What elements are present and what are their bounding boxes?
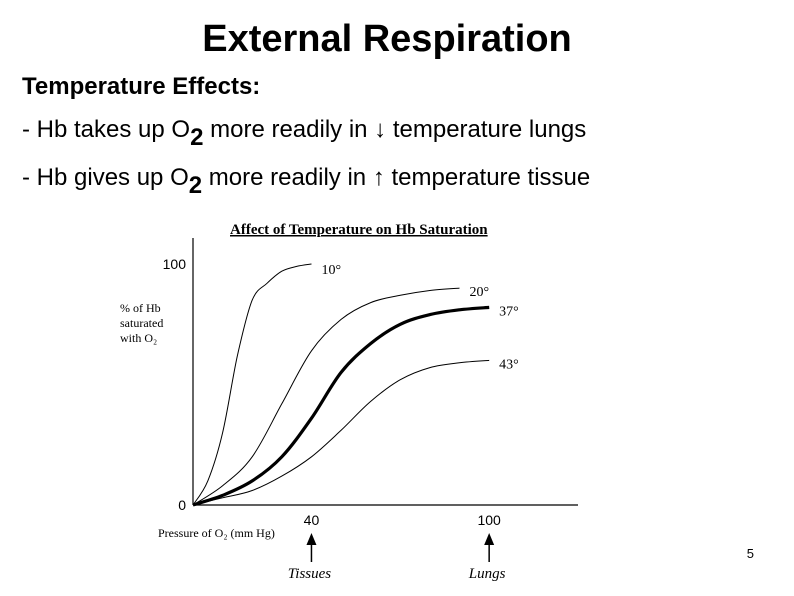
series-line-43deg	[192, 359, 490, 506]
bullet-1-text-post: more readily in ↓ temperature lungs	[203, 116, 587, 143]
x-axis-label: Pressure of O₂ (mm Hg)	[158, 526, 275, 540]
y-axis-label-line-1: % of Hb	[120, 301, 161, 315]
series-label-20deg: 20°	[470, 285, 490, 300]
y-tick-label-100: 100	[163, 256, 187, 272]
x-tick-label-100: 100	[477, 512, 501, 528]
bullet-2-text-post: more readily in ↑ temperature tissue	[202, 164, 591, 191]
series-line-20deg	[192, 287, 460, 506]
bullet-2: - Hb gives up O2 more readily in ↑ tempe…	[22, 164, 591, 199]
bullet-2-subscript: 2	[188, 172, 203, 199]
series-label-10deg: 10°	[321, 263, 341, 278]
series-label-43deg: 43°	[499, 357, 519, 372]
y-tick-label-0: 0	[178, 497, 186, 513]
y-axis-label-line-3: with O₂	[120, 331, 157, 345]
x-tick-annotation-tissues: Tissues	[288, 566, 332, 582]
x-tick-label-40: 40	[304, 512, 320, 528]
bullet-1-text-pre: - Hb takes up O	[22, 116, 191, 143]
bullet-1: - Hb takes up O2 more readily in ↓ tempe…	[22, 116, 587, 151]
slide-subtitle: Temperature Effects:	[22, 73, 261, 100]
plot-area: 0 100 40 Tissues 100 Lungs 10° 20° 37° 43°	[163, 256, 519, 582]
chart-title: Affect of Temperature on Hb Saturation	[230, 222, 488, 238]
series-label-37deg: 37°	[499, 304, 519, 319]
bullet-1-subscript: 2	[190, 124, 204, 151]
y-axis-label-line-2: saturated	[120, 316, 163, 330]
page-number: 5	[746, 546, 754, 561]
x-tick-annotation-lungs: Lungs	[468, 566, 506, 582]
x-tick-arrow-head-100	[484, 533, 495, 545]
slide-title: External Respiration	[202, 18, 572, 60]
x-tick-arrow-head-40	[306, 533, 317, 545]
bullet-2-text-pre: - Hb gives up O	[22, 164, 189, 191]
series-line-10deg	[192, 263, 312, 506]
series-line-37deg	[192, 305, 490, 507]
y-axis-label: % of Hb saturated with O₂	[120, 301, 163, 345]
